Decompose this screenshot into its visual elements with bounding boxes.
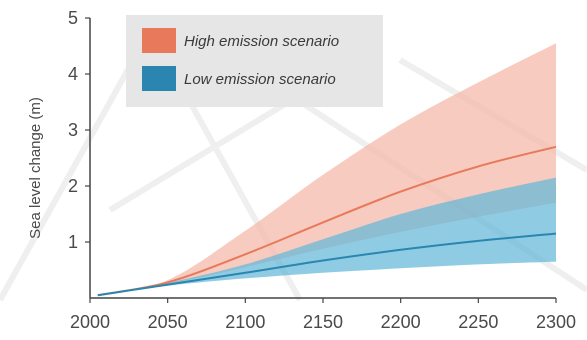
- median-line-low: [97, 232, 557, 297]
- x-tick-label: 2250: [458, 312, 498, 332]
- legend-label-high: High emission scenario: [184, 33, 339, 50]
- uncertainty-band-high: [97, 43, 557, 296]
- y-tick-label: 4: [68, 64, 78, 84]
- legend-label-low: Low emission scenario: [184, 71, 336, 88]
- watermark-line: [0, 28, 153, 302]
- uncertainty-bands: [97, 43, 557, 296]
- median-lines: [97, 145, 557, 297]
- legend-swatch-high: [142, 28, 176, 53]
- x-tick-label: 2300: [536, 312, 576, 332]
- median-line-high: [97, 145, 557, 297]
- x-tick-label: 2050: [148, 312, 188, 332]
- y-axis-ticks: 1 2 3 4 5: [68, 8, 90, 252]
- x-tick-label: 2100: [225, 312, 265, 332]
- x-axis-ticks: 2000 2050 2100 2150 2200 2250 2300: [70, 298, 576, 332]
- y-tick-label: 2: [68, 176, 78, 196]
- y-axis-label: Sea level change (m): [27, 97, 44, 239]
- watermark-line: [108, 92, 302, 213]
- legend-swatch-low: [142, 66, 176, 91]
- x-tick-label: 2200: [381, 312, 421, 332]
- y-tick-label: 1: [68, 232, 78, 252]
- legend: High emission scenario Low emission scena…: [126, 15, 383, 107]
- x-tick-label: 2150: [303, 312, 343, 332]
- y-tick-label: 3: [68, 120, 78, 140]
- uncertainty-band-low: [97, 177, 557, 296]
- y-tick-label: 5: [68, 8, 78, 28]
- x-tick-label: 2000: [70, 312, 110, 332]
